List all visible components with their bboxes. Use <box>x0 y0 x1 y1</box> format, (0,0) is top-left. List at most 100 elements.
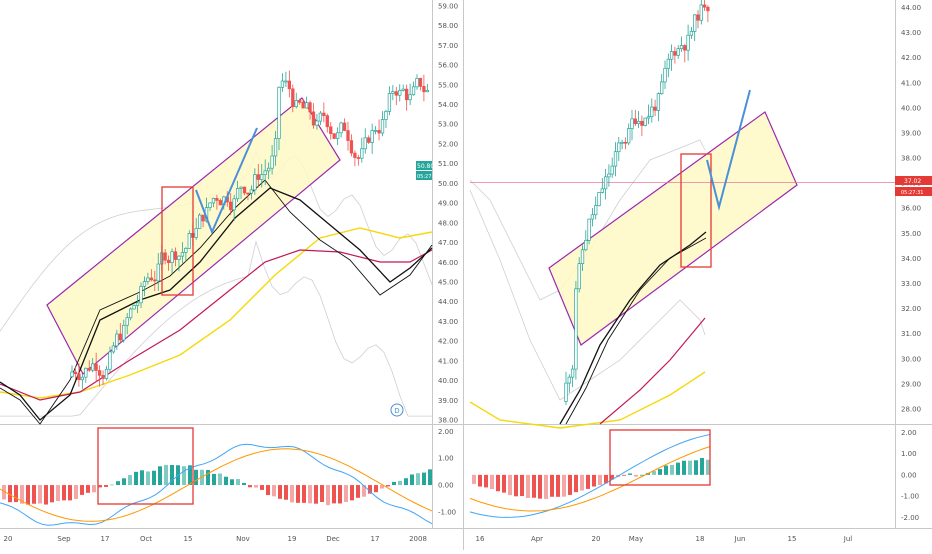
y-tick-label: 55.00 <box>438 81 458 89</box>
macd-bar <box>170 464 174 486</box>
candle <box>587 218 591 241</box>
ma-black-fast <box>0 179 433 425</box>
candle <box>253 174 257 191</box>
candle <box>304 102 309 109</box>
candle <box>218 200 223 206</box>
highlight-box <box>161 186 194 296</box>
y-tick-label: 51.00 <box>438 160 458 168</box>
macd-bar <box>550 474 554 497</box>
candle <box>574 288 578 370</box>
macd-bar <box>410 474 414 486</box>
candle <box>584 239 588 251</box>
y-tick-label: 46.00 <box>438 259 458 267</box>
candle <box>291 88 295 108</box>
candle <box>273 138 278 157</box>
macd-bar <box>134 471 138 486</box>
macd-bar <box>98 485 102 488</box>
macd-highlight-box <box>609 429 711 486</box>
macd-bar <box>206 469 210 486</box>
macd-bar <box>80 485 84 495</box>
candle <box>370 130 374 143</box>
y-tick-label: 39.00 <box>438 397 458 405</box>
candle <box>239 186 243 189</box>
macd-bar <box>266 485 270 496</box>
macd-bar <box>532 474 536 498</box>
macd-bar <box>592 474 596 487</box>
candle <box>363 137 367 150</box>
candle <box>298 100 302 103</box>
y-tick-label: 59.00 <box>438 2 458 10</box>
candle <box>232 198 236 211</box>
macd-tick-label: 1.00 <box>901 450 917 458</box>
macd-bar <box>248 485 252 488</box>
candle <box>170 251 174 263</box>
candle <box>311 111 316 126</box>
candle <box>301 102 305 109</box>
projection-path <box>706 89 751 211</box>
macd-bar <box>496 474 500 492</box>
macd-bar <box>290 485 294 503</box>
macd-bar <box>664 465 668 475</box>
macd-bar <box>568 474 572 495</box>
ma-yellow <box>469 371 706 429</box>
candle <box>669 51 674 60</box>
x-tick-label: 17 <box>371 535 380 543</box>
trend-channel <box>548 111 798 346</box>
event-marker <box>390 403 404 417</box>
candle <box>208 202 212 208</box>
macd-bar <box>20 485 24 504</box>
candle <box>166 259 171 263</box>
y-tick-label: 34.00 <box>901 255 921 263</box>
candle <box>391 91 395 94</box>
macd-bar <box>670 465 674 475</box>
signal-line <box>0 448 433 522</box>
macd-bar <box>392 481 396 486</box>
macd-bar <box>230 479 234 486</box>
candle <box>80 376 85 381</box>
candle <box>242 186 247 194</box>
event-marker-label: D <box>394 407 399 415</box>
candle <box>380 119 385 134</box>
signal-line <box>469 446 711 512</box>
macd-bar <box>386 485 390 487</box>
candle <box>77 373 81 381</box>
y-tick-label: 43.00 <box>438 318 458 326</box>
macd-bar <box>484 474 488 488</box>
macd-bar <box>374 485 378 493</box>
y-tick-label: 48.00 <box>438 219 458 227</box>
macd-tick-label: 0.00 <box>438 482 454 490</box>
macd-bar <box>26 485 30 505</box>
candle <box>699 4 703 21</box>
macd-bar <box>520 474 524 497</box>
macd-line <box>469 434 711 518</box>
candle <box>146 277 150 282</box>
macd-bar <box>416 473 420 486</box>
candle <box>73 371 78 375</box>
macd-bar <box>68 485 72 501</box>
macd-bar <box>104 485 108 487</box>
y-tick-label: 31.00 <box>901 330 921 338</box>
macd-bar <box>152 470 156 486</box>
macd-bar <box>140 470 144 486</box>
y-tick-label: 52.00 <box>438 140 458 148</box>
candle <box>656 93 661 111</box>
candle <box>607 173 611 178</box>
candle <box>315 120 319 126</box>
x-tick-label: 15 <box>184 535 193 543</box>
candle <box>367 137 371 143</box>
macd-tick-label: 2.00 <box>438 428 454 436</box>
candle <box>415 77 419 88</box>
macd-bar <box>158 466 162 486</box>
macd-bar <box>92 485 96 493</box>
y-tick-label: 56.00 <box>438 62 458 70</box>
candle <box>336 132 340 139</box>
candle <box>142 281 147 287</box>
countdown-tag <box>895 187 932 196</box>
y-tick-label: 44.00 <box>438 298 458 306</box>
macd-bar <box>544 474 548 499</box>
candle <box>177 255 181 260</box>
x-tick-label: 17 <box>101 535 110 543</box>
macd-bar <box>14 485 18 503</box>
